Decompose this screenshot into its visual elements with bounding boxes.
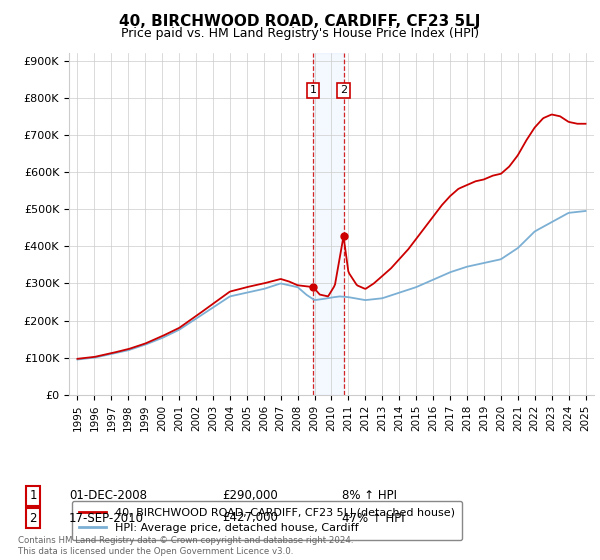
Text: Price paid vs. HM Land Registry's House Price Index (HPI): Price paid vs. HM Land Registry's House …	[121, 27, 479, 40]
Text: 2: 2	[29, 511, 37, 525]
Text: 2: 2	[340, 85, 347, 95]
Legend: 40, BIRCHWOOD ROAD, CARDIFF, CF23 5LJ (detached house), HPI: Average price, deta: 40, BIRCHWOOD ROAD, CARDIFF, CF23 5LJ (d…	[72, 501, 462, 540]
Text: Contains HM Land Registry data © Crown copyright and database right 2024.
This d: Contains HM Land Registry data © Crown c…	[18, 536, 353, 556]
Text: 8% ↑ HPI: 8% ↑ HPI	[342, 489, 397, 502]
Text: £290,000: £290,000	[222, 489, 278, 502]
Text: 47% ↑ HPI: 47% ↑ HPI	[342, 511, 404, 525]
Text: 1: 1	[29, 489, 37, 502]
Bar	[313, 53, 344, 395]
Text: £427,000: £427,000	[222, 511, 278, 525]
Text: 1: 1	[310, 85, 317, 95]
Text: 40, BIRCHWOOD ROAD, CARDIFF, CF23 5LJ: 40, BIRCHWOOD ROAD, CARDIFF, CF23 5LJ	[119, 14, 481, 29]
Text: 17-SEP-2010: 17-SEP-2010	[69, 511, 144, 525]
Text: 01-DEC-2008: 01-DEC-2008	[69, 489, 147, 502]
